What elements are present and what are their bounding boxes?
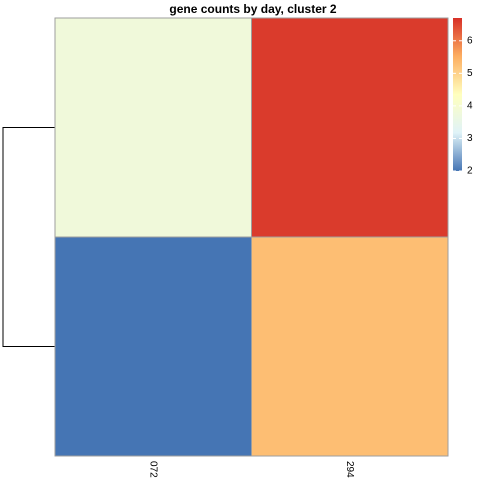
column-labels: 072 294 [148, 461, 356, 478]
row-dendrogram [2, 127, 55, 347]
legend-tick-label: 4 [467, 101, 473, 112]
color-legend: 2 3 4 5 6 [453, 18, 473, 177]
legend-tick-label: 3 [467, 133, 473, 144]
chart-title: gene counts by day, cluster 2 [169, 2, 336, 16]
heatmap-cell [54, 17, 252, 238]
legend-colorbar [453, 18, 462, 171]
column-label: 294 [344, 461, 355, 478]
heatmap-cell [251, 236, 449, 457]
legend-tick-label: 5 [467, 68, 473, 79]
heatmap-cells [54, 17, 449, 457]
dendrogram-branch [2, 127, 55, 347]
heatmap-cell [54, 236, 252, 457]
column-label: 072 [148, 461, 159, 478]
heatmap-cell [251, 17, 449, 238]
legend-tick-label: 6 [467, 35, 473, 46]
legend-tick-label: 2 [467, 166, 473, 177]
